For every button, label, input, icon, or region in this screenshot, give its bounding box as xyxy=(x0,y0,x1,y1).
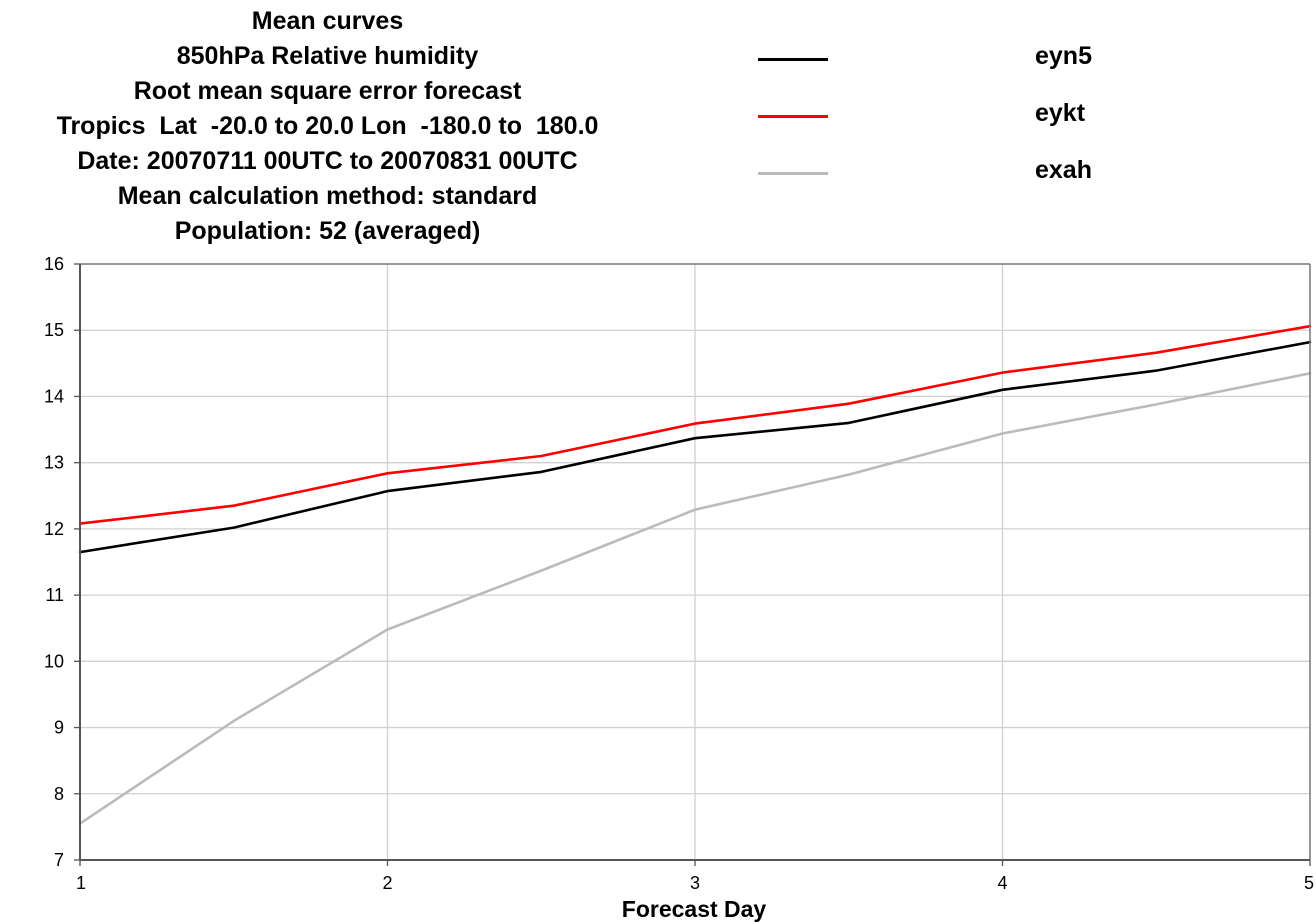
y-tick-label: 7 xyxy=(54,850,64,870)
legend-swatch-exah xyxy=(758,172,828,175)
title-line-2: 850hPa Relative humidity xyxy=(176,42,479,70)
title-line-3: Root mean square error forecast xyxy=(133,77,522,105)
legend-label-exah: exah xyxy=(1035,156,1092,184)
series-line-eyn5 xyxy=(78,340,1312,554)
grid xyxy=(80,264,1310,860)
y-tick-label: 14 xyxy=(44,386,64,406)
title-line-5: Date: 20070711 00UTC to 20070831 00UTC xyxy=(77,147,578,175)
y-tick-label: 10 xyxy=(44,651,64,671)
legend-label-eyn5: eyn5 xyxy=(1035,42,1092,70)
title-line-6: Mean calculation method: standard xyxy=(117,182,538,210)
x-tick-label: 3 xyxy=(690,873,700,893)
legend-item-eykt: eykt xyxy=(755,95,1115,152)
x-tick-label: 4 xyxy=(997,873,1007,893)
series-line-exah xyxy=(78,371,1312,825)
legend-item-exah: exah xyxy=(755,152,1115,209)
axes xyxy=(74,263,1311,866)
y-tick-label: 12 xyxy=(44,519,64,539)
legend-swatch-eykt xyxy=(758,115,828,118)
x-axis-title: Forecast Day xyxy=(622,896,767,922)
series-line-eykt xyxy=(78,324,1312,525)
y-tick-label: 16 xyxy=(44,254,64,274)
y-tick-label: 13 xyxy=(44,453,64,473)
title-line-1: Mean curves xyxy=(251,7,404,35)
legend: eyn5 eykt exah xyxy=(755,38,1115,209)
x-tick-label: 1 xyxy=(76,873,86,893)
y-tick-label: 9 xyxy=(54,718,64,738)
y-tick-label: 8 xyxy=(54,784,64,804)
legend-item-eyn5: eyn5 xyxy=(755,38,1115,95)
chart-title: Mean curves 850hPa Relative humidity Roo… xyxy=(0,4,655,249)
y-tick-label: 11 xyxy=(45,585,64,605)
title-line-4: Tropics Lat -20.0 to 20.0 Lon -180.0 to … xyxy=(56,112,599,140)
y-tick-label: 15 xyxy=(44,320,64,340)
title-line-7: Population: 52 (averaged) xyxy=(174,217,481,245)
series-lines xyxy=(78,324,1312,825)
x-tick-label: 2 xyxy=(382,873,392,893)
legend-swatch-eyn5 xyxy=(758,58,828,61)
legend-label-eykt: eykt xyxy=(1035,99,1086,127)
x-tick-label: 5 xyxy=(1304,873,1314,893)
